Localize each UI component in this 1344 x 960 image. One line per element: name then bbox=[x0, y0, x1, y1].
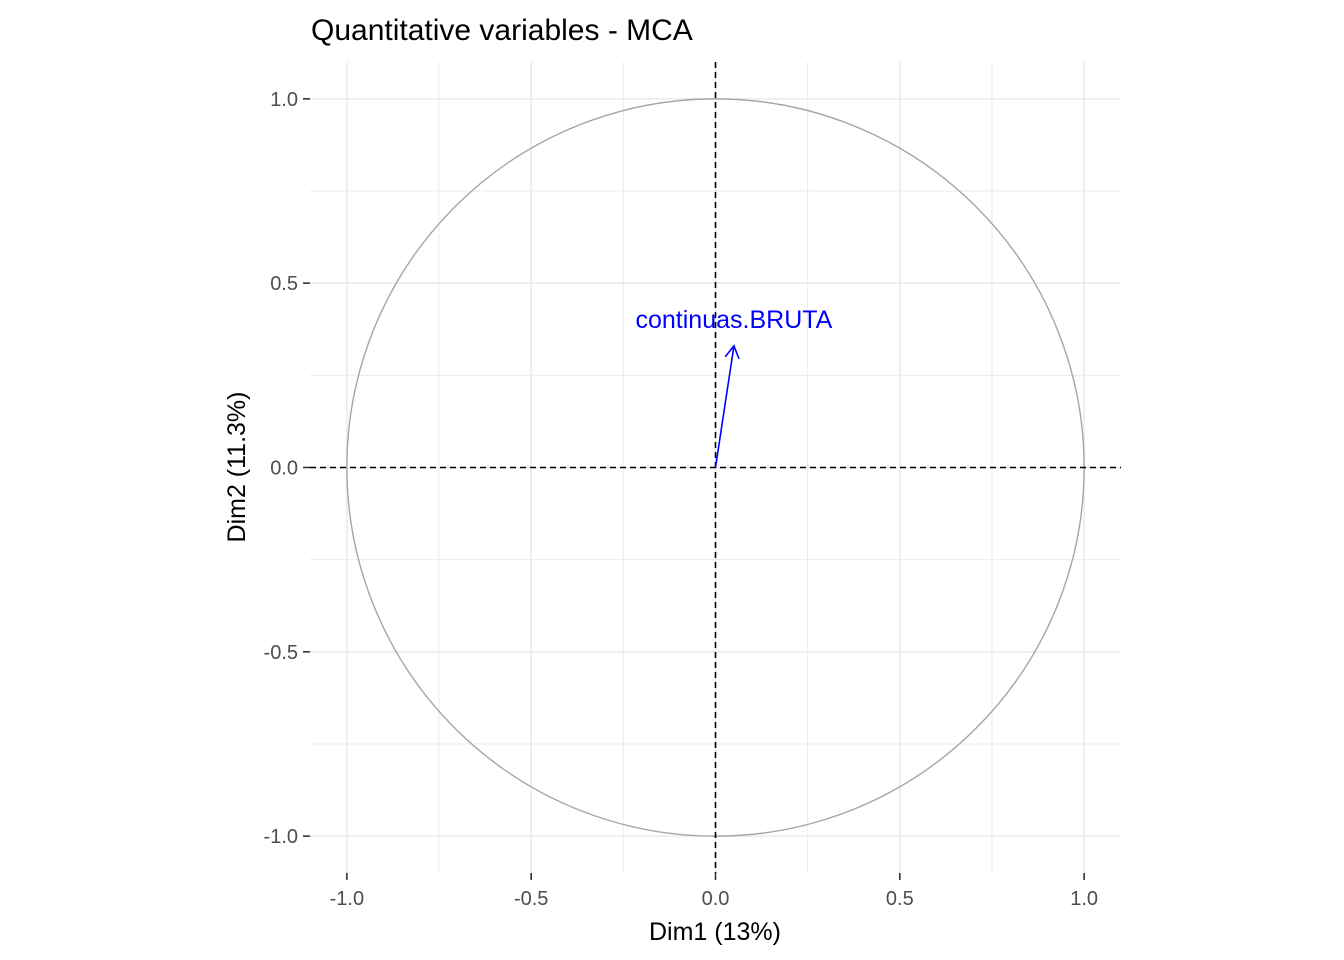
y-axis-label: Dim2 (11.3%) bbox=[223, 392, 251, 543]
y-axis-ticks: -1.0 -0.5 0.0 0.5 1.0 bbox=[264, 89, 310, 848]
y-tick-label: 1.0 bbox=[270, 89, 298, 111]
chart-title: Quantitative variables - MCA bbox=[311, 14, 693, 47]
x-tick-label: 0.5 bbox=[886, 888, 914, 910]
y-tick-label: -1.0 bbox=[264, 826, 298, 848]
x-axis-label: Dim1 (13%) bbox=[649, 918, 781, 946]
x-tick-label: -0.5 bbox=[514, 888, 548, 910]
x-axis-ticks: -1.0 -0.5 0.0 0.5 1.0 bbox=[330, 873, 1098, 910]
y-tick-label: -0.5 bbox=[264, 642, 298, 664]
variable-arrows: continuas.BRUTA bbox=[636, 306, 833, 468]
x-tick-label: 1.0 bbox=[1070, 888, 1098, 910]
y-tick-label: 0.0 bbox=[270, 458, 298, 480]
variable-arrow-head bbox=[724, 344, 740, 360]
variable-arrow bbox=[714, 345, 735, 468]
x-tick-label: -1.0 bbox=[330, 888, 364, 910]
y-tick-label: 0.5 bbox=[270, 273, 298, 295]
variable-label: continuas.BRUTA bbox=[636, 306, 833, 334]
x-tick-label: 0.0 bbox=[702, 888, 730, 910]
